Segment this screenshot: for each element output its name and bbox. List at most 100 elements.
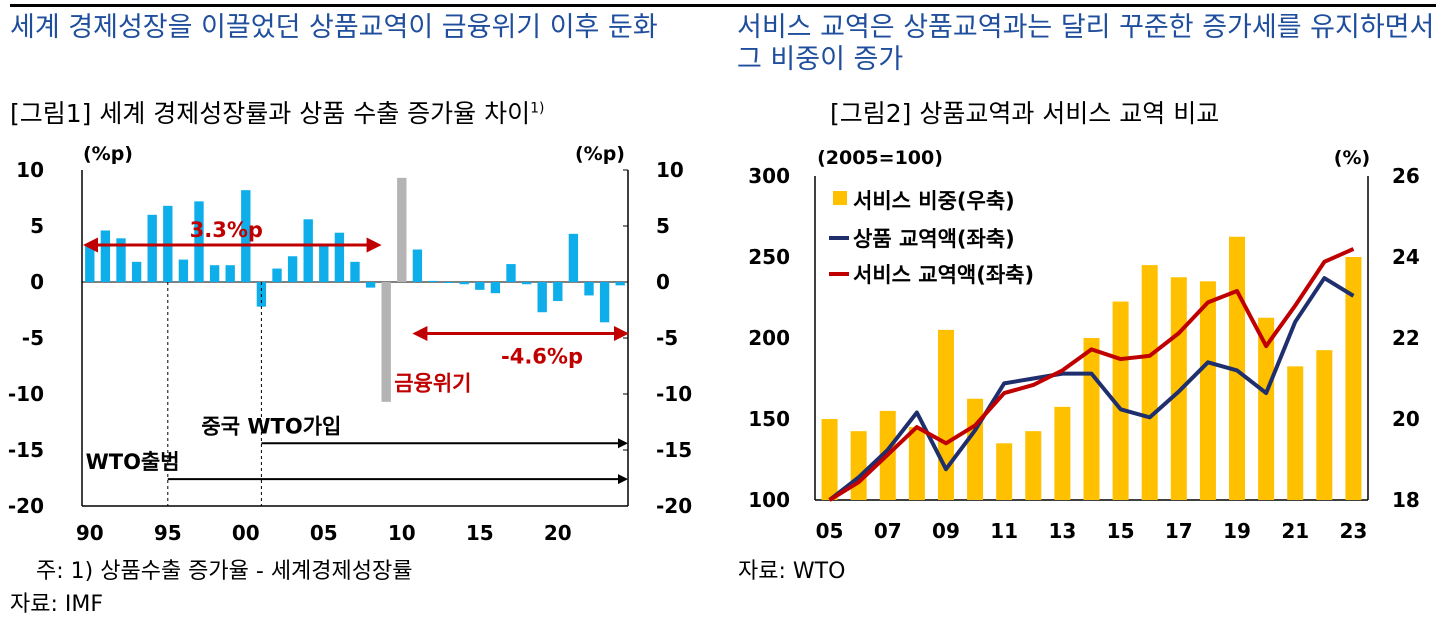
heading-right: 서비스 교역은 상품교역과는 달리 꾸준한 증가세를 유지하면서 그 비중이 증… [737, 12, 1435, 75]
bar [272, 268, 282, 282]
service-share-bar [1287, 366, 1304, 500]
service-share-bar [967, 398, 984, 500]
bar [319, 246, 329, 282]
service-share-bar [996, 443, 1013, 500]
y-tick-right: 5 [656, 214, 670, 238]
crisis-label: 금융위기 [394, 372, 471, 396]
x-tick: 13 [1048, 519, 1076, 543]
x-tick: 90 [76, 521, 104, 545]
y-tick-left: 100 [748, 488, 790, 512]
bar [443, 282, 454, 283]
y-unit-left: (2005=100) [817, 147, 943, 169]
y-tick-left: -15 [8, 438, 44, 462]
bar [350, 261, 360, 282]
figure2-chart: (2005=100) (%) 300 250 200 150 100 26 24 22 20 18 05… [748, 147, 1420, 543]
y-tick-right: 20 [1392, 407, 1420, 431]
x-tick: 11 [990, 519, 1018, 543]
avg-before-label: 3.3%p [190, 218, 263, 242]
legend-label: 서비스 교역액(좌축) [853, 263, 1034, 287]
bar [381, 282, 391, 402]
x-tick: 21 [1281, 519, 1309, 543]
service-share-bar [1025, 431, 1042, 500]
figure1-title: [그림1] 세계 경제성장률과 상품 수출 증가율 차이1) [10, 99, 545, 128]
x-tick: 20 [544, 521, 572, 545]
legend-label: 상품 교역액(좌축) [853, 227, 1015, 251]
y-tick-right: 0 [656, 270, 670, 294]
y-tick-left: -10 [8, 382, 44, 406]
bar [287, 256, 298, 282]
bar [490, 282, 501, 294]
bar [599, 282, 610, 323]
y-unit-left: (%p) [83, 143, 133, 165]
y-tick-left: 300 [748, 164, 790, 188]
bar [334, 232, 345, 282]
x-tick: 95 [154, 521, 182, 545]
x-tick: 15 [466, 521, 494, 545]
y-tick-left: 10 [16, 158, 44, 182]
service-share-bar [908, 427, 925, 500]
figure1-chart: (%p) (%p)10 105 50 0-5 -5-10 -10-15 -15-20 -2090… [8, 143, 692, 545]
bar [475, 282, 485, 290]
y-unit-right: (%) [1334, 147, 1370, 169]
bar [116, 238, 126, 282]
y-tick-right: -20 [656, 494, 692, 518]
bar [365, 282, 376, 288]
heading-left: 세계 경제성장을 이끌었던 상품교역이 금융위기 이후 둔화 [10, 12, 658, 43]
wto-launch-label: WTO출범 [86, 450, 180, 474]
x-tick: 09 [932, 519, 960, 543]
y-tick-left: 0 [30, 270, 44, 294]
bar [178, 259, 189, 282]
bar [459, 282, 469, 285]
y-tick-right: -5 [656, 326, 678, 350]
y-tick-right: 18 [1392, 488, 1420, 512]
goods-trade-line [828, 276, 1355, 502]
services-trade-line [828, 247, 1355, 502]
bar [209, 265, 220, 282]
bar [412, 249, 423, 282]
service-share-bar [1054, 406, 1071, 500]
bar [568, 233, 579, 282]
service-share-bar [1170, 277, 1187, 500]
x-tick: 17 [1165, 519, 1193, 543]
bar [537, 282, 547, 313]
y-tick-left: -20 [8, 494, 44, 518]
service-share-bar [1083, 338, 1100, 500]
legend-swatch-share [833, 191, 847, 205]
china-wto-label: 중국 WTO가입 [201, 414, 341, 438]
figure1-source: 자료: IMF [10, 592, 104, 617]
y-tick-right: 26 [1392, 164, 1420, 188]
top-rule [10, 4, 1436, 7]
bar [553, 282, 563, 302]
bar [225, 265, 235, 282]
y-tick-right: 24 [1392, 245, 1420, 269]
service-share-bar [1345, 257, 1362, 500]
bar [428, 280, 438, 282]
y-tick-left: 200 [748, 326, 790, 350]
avg-after-label: -4.6%p [501, 345, 583, 369]
y-tick-right: -15 [656, 438, 692, 462]
figure1-note: 주: 1) 상품수출 증가율 - 세계경제성장률 [36, 559, 413, 584]
y-tick-right: -10 [656, 382, 692, 406]
service-share-bar [850, 431, 867, 500]
bar [584, 282, 594, 296]
bar [85, 246, 95, 282]
y-tick-left: -5 [22, 326, 44, 350]
figure2-title: [그림2] 상품교역과 서비스 교역 비교 [830, 99, 1220, 128]
figure2-source: 자료: WTO [738, 559, 846, 584]
x-tick: 10 [388, 521, 416, 545]
legend-label: 서비스 비중(우축) [853, 189, 1015, 213]
service-share-bar [1141, 265, 1158, 500]
y-tick-left: 250 [748, 245, 790, 269]
bar [397, 177, 407, 282]
service-share-bar [1258, 317, 1275, 500]
bar [506, 264, 516, 282]
y-unit-right: (%p) [575, 143, 625, 165]
bar [100, 230, 111, 282]
bar [131, 261, 142, 282]
y-tick-right: 22 [1392, 326, 1420, 350]
x-tick: 07 [874, 519, 902, 543]
x-tick: 15 [1107, 519, 1135, 543]
service-share-bar [821, 419, 838, 500]
service-share-bar [1316, 350, 1333, 500]
figure1-title-footnote-mark: 1) [530, 100, 545, 117]
